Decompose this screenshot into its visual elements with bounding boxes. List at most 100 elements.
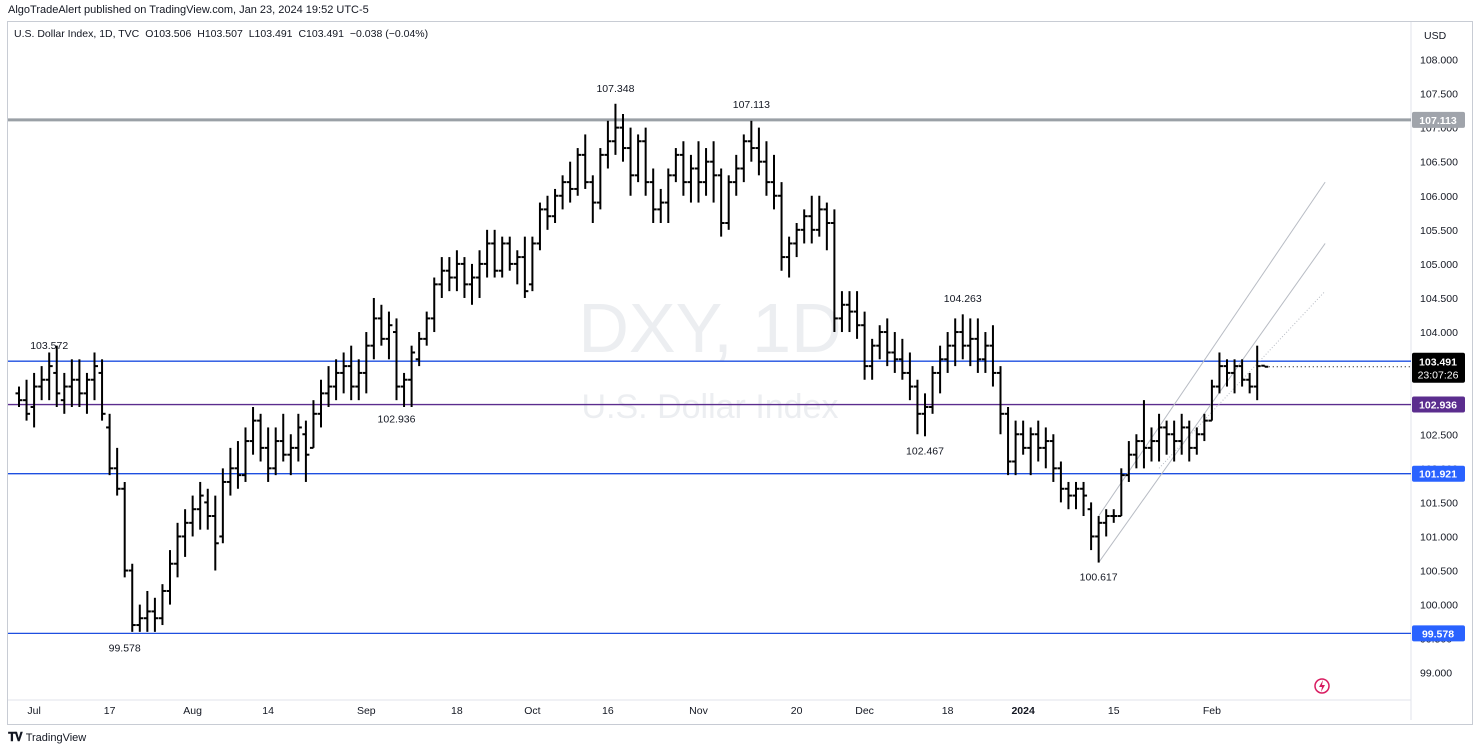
y-tick-label: 100.500 [1420,566,1458,578]
ohlc-bar [53,345,61,407]
ohlc-bar [830,209,838,333]
level-label-107.113-bg [1412,111,1465,128]
ohlc-bar [23,379,31,421]
ohlc-bar [166,550,174,605]
ohlc-bar [468,263,476,305]
ohlc-bar [838,291,846,333]
level-label-99.578: 99.578 [1412,625,1465,642]
ohlc-bar [936,345,944,394]
y-tick-label: 99.000 [1420,668,1452,680]
ohlc-bar [347,345,355,401]
ohlc-bar [823,202,831,251]
ohlc-bar [853,291,861,339]
y-tick-label: 105.000 [1420,259,1458,271]
y-tick-label: 108.000 [1420,54,1458,66]
ohlc-bar [1253,345,1261,401]
ohlc-bar [989,325,997,387]
ohlc-bar [400,372,408,407]
x-tick-label: 17 [104,705,116,717]
ohlc-bar [362,332,370,394]
ohlc-bar [30,372,38,428]
y-tick-label: 107.500 [1420,89,1458,101]
ohlc-bar [1223,359,1231,387]
peak-label: 99.578 [109,642,141,654]
ohlc-bar [287,434,295,476]
ohlc-bar [60,372,68,414]
peak-label: 100.617 [1080,572,1118,584]
ohlc-bar [762,141,770,196]
x-tick-label: 16 [602,705,614,717]
legend-symbol: U.S. Dollar Index, 1D, TVC [14,28,140,40]
ohlc-bar [634,134,642,183]
countdown-text: 23:07:26 [1418,370,1459,382]
ohlc-bar [272,427,280,476]
ohlc-bar [513,250,521,285]
ohlc-bar [189,495,197,537]
ohlc-bar [476,250,484,298]
ohlc-bar [981,332,989,373]
ohlc-bar [15,386,23,407]
ohlc-bar [717,168,725,237]
level-label-101.921-bg [1412,465,1465,482]
x-tick-label: Feb [1203,705,1221,717]
ohlc-bar [309,400,317,449]
flash-icon-bolt [1319,680,1325,692]
x-tick-label: Oct [524,705,540,717]
ohlc-bar [619,113,627,162]
ohlc-bar [929,366,937,414]
ohlc-bar [627,127,635,196]
ohlc-bar [249,406,257,455]
last-price-text: 103.491 [1419,357,1457,369]
ohlc-bar [1246,372,1254,394]
ohlc-bar [687,154,695,203]
ohlc-bar [566,161,574,203]
ohlc-bar [1155,413,1163,462]
peak-label: 102.936 [378,414,416,426]
tradingview-logo-icon[interactable]: 𝐓𝐕 [8,730,23,744]
footer-brand[interactable]: TradingView [25,731,87,744]
ohlc-bar [1004,406,1012,476]
ohlc-bar [740,134,748,183]
ohlc-bar [98,359,106,421]
ohlc-bar [891,332,899,373]
ohlc-bar [377,304,385,346]
ohlc-bar [876,325,884,360]
legend-open: O103.506 [145,28,192,40]
ohlc-bar [75,359,83,407]
ohlc-bar [506,236,514,271]
ohlc-bar [710,141,718,203]
ohlc-bar [1095,516,1103,563]
legend-change: −0.038 (−0.04%) [349,28,429,40]
level-label-99.578-bg [1412,625,1465,642]
ohlc-bar [1117,468,1125,518]
ohlc-bar [498,236,506,278]
ohlc-bar [657,188,665,224]
ohlc-bar [242,427,249,482]
watermark-name: U.S. Dollar Index [582,388,839,426]
ohlc-bar [589,175,597,224]
ohlc-bar [370,297,378,360]
ohlc-bar [121,481,129,578]
legend-low: L103.491 [248,28,293,40]
ohlc-bar [559,175,567,210]
ohlc-bar [611,103,619,155]
ohlc-bar [415,332,423,367]
ohlc-bar [747,120,755,162]
ohlc-bar [861,311,869,380]
ohlc-bar [974,318,982,373]
ohlc-bar [778,182,786,271]
ohlc-bar [355,359,363,401]
ohlc-bar [453,250,461,292]
ohlc-bar [1049,434,1057,482]
ohlc-bar [257,413,265,462]
footer: 𝐓𝐕 TradingView [8,730,86,745]
ohlc-bar [423,311,431,346]
x-tick-label: Dec [855,705,874,717]
ohlc-bar [732,154,740,196]
ohlc-bar [1027,427,1035,476]
ohlc-bar [808,195,816,244]
ohlc-bar [438,257,446,298]
ohlc-bar [1110,509,1118,523]
x-tick-label: Nov [689,705,708,717]
